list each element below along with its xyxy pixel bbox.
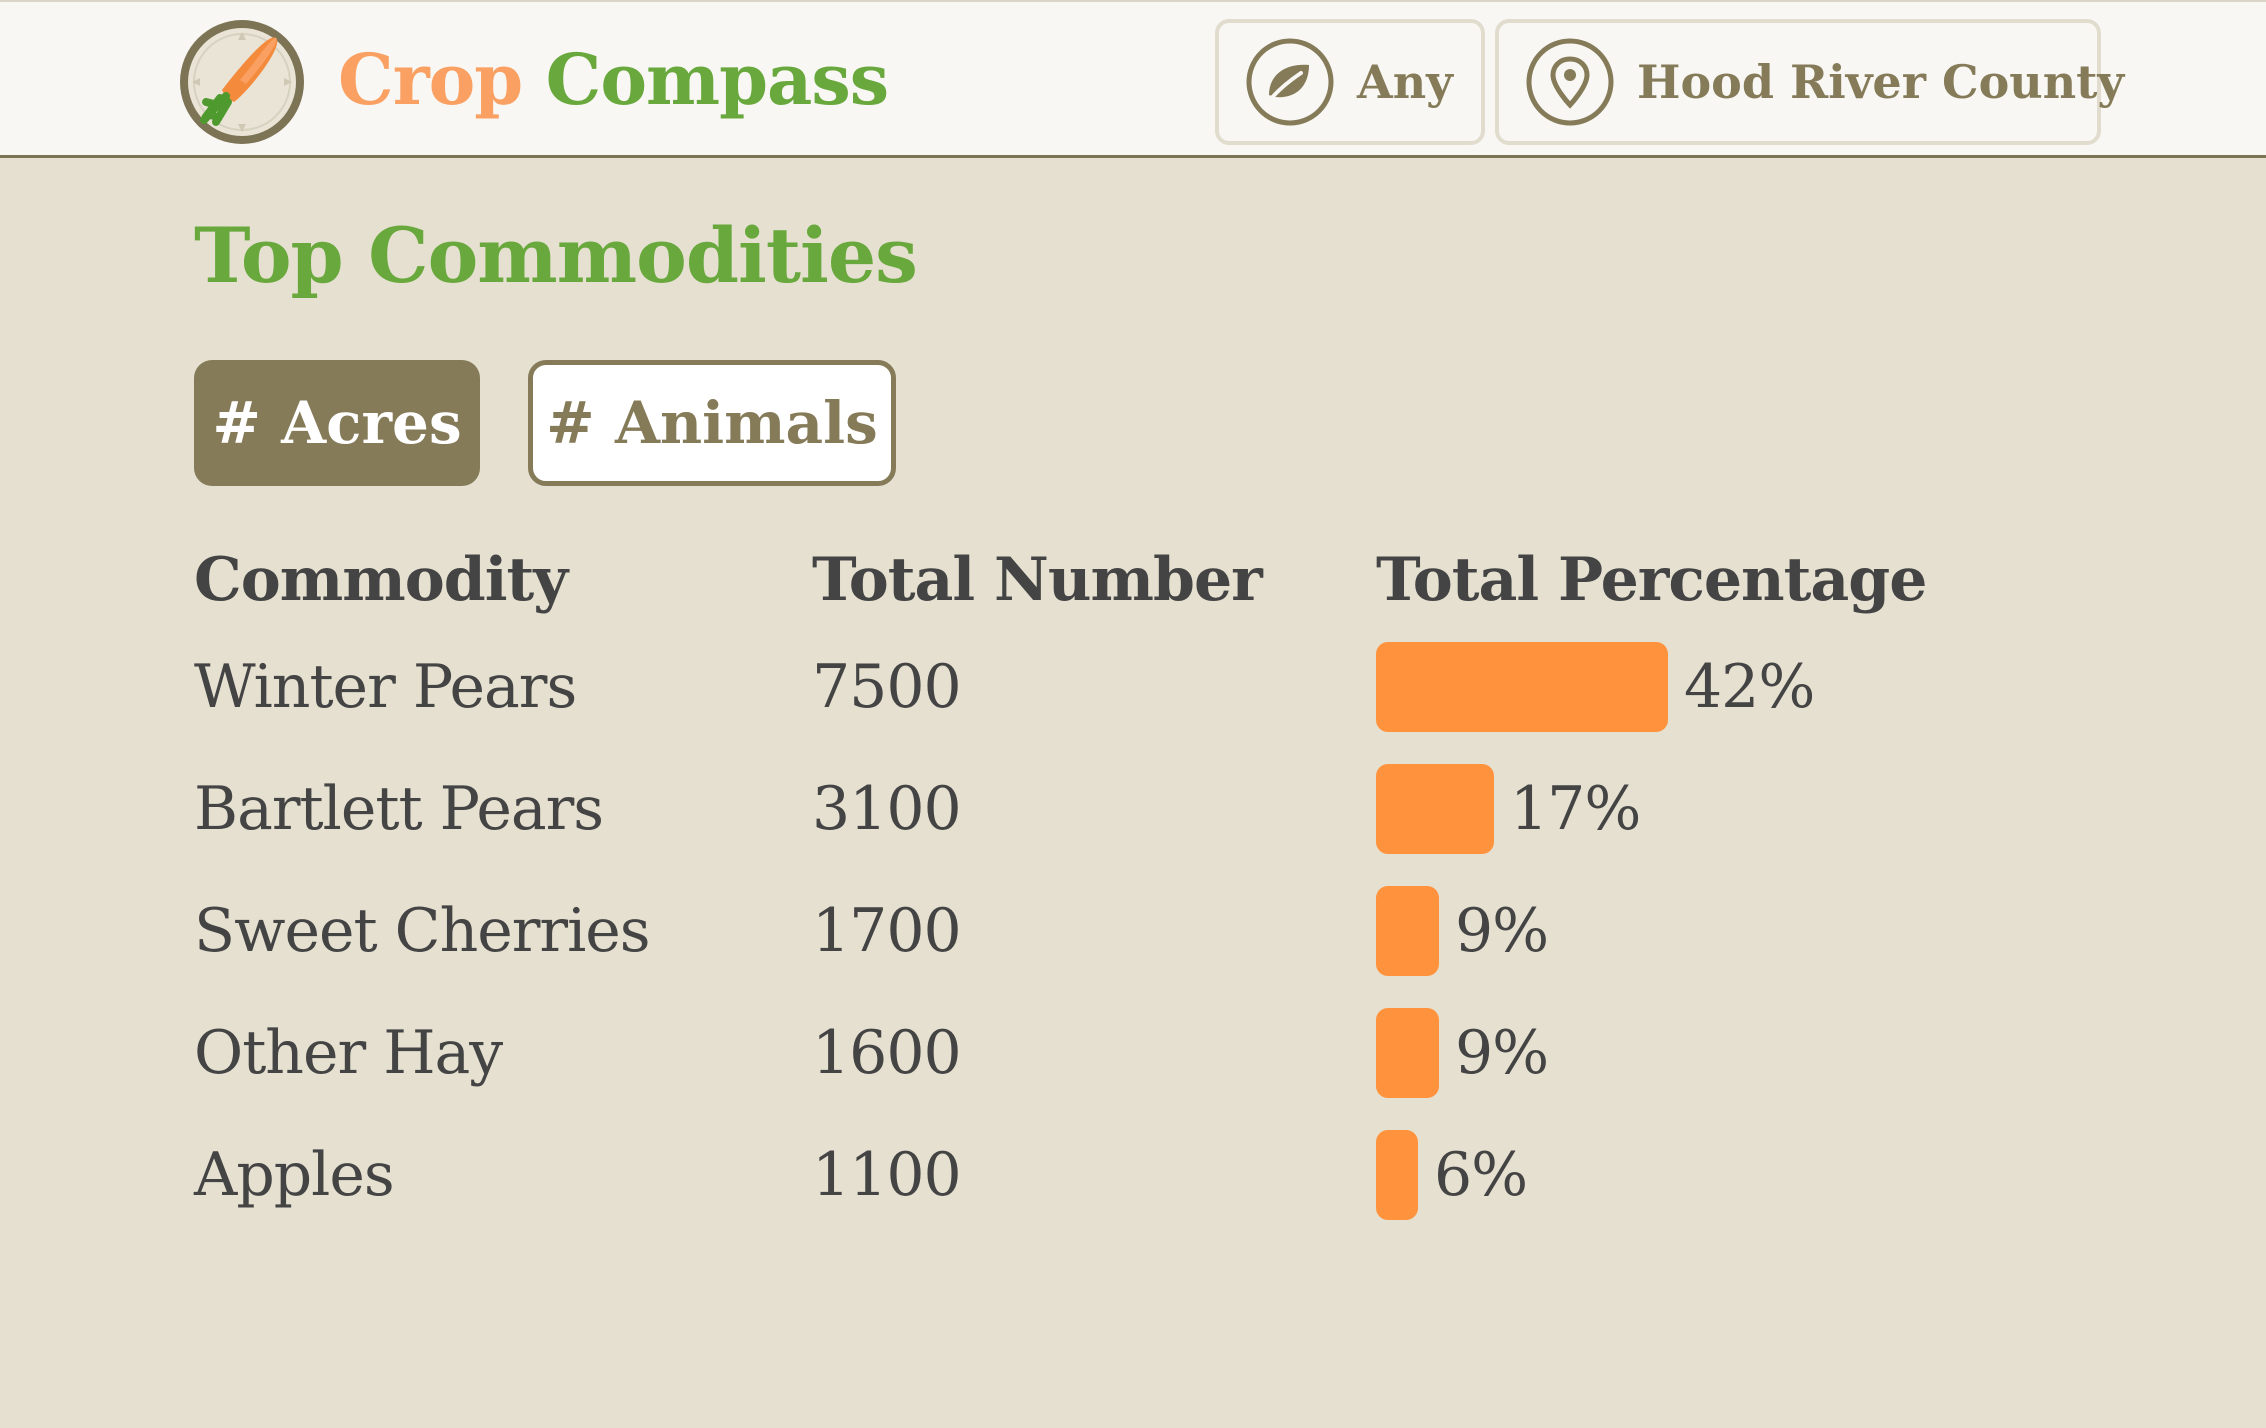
page-title: Top Commodities (194, 211, 918, 300)
commodity-total: 7500 (812, 652, 962, 722)
percentage-cell: 9% (1376, 998, 1549, 1108)
commodity-total: 1600 (812, 1018, 962, 1088)
percentage-bar (1376, 764, 1494, 854)
percentage-label: 42% (1684, 652, 1815, 722)
acres-toggle-button[interactable]: # Acres (194, 360, 480, 486)
map-pin-icon (1526, 38, 1614, 126)
table-row: Apples 1100 6% (0, 1120, 2266, 1230)
crop-filter-button[interactable]: Any (1215, 19, 1485, 145)
commodity-name: Winter Pears (194, 652, 577, 722)
table-row: Bartlett Pears 3100 17% (0, 754, 2266, 864)
percentage-cell: 6% (1376, 1120, 1528, 1230)
table-row: Winter Pears 7500 42% (0, 632, 2266, 742)
app-header: Crop Compass Any Hood River County (0, 0, 2266, 158)
percentage-cell: 9% (1376, 876, 1549, 986)
table-row: Other Hay 1600 9% (0, 998, 2266, 1108)
commodity-total: 1700 (812, 896, 962, 966)
leaf-icon (1246, 38, 1334, 126)
commodity-name: Apples (194, 1140, 395, 1210)
table-row: Sweet Cherries 1700 9% (0, 876, 2266, 986)
commodity-name: Bartlett Pears (194, 774, 604, 844)
location-filter-button[interactable]: Hood River County (1495, 19, 2124, 145)
percentage-bar (1376, 886, 1439, 976)
column-header-commodity: Commodity (194, 545, 568, 615)
percentage-cell: 17% (1376, 754, 1641, 864)
percentage-label: 17% (1510, 774, 1641, 844)
commodity-total: 1100 (812, 1140, 962, 1210)
column-header-total-number: Total Number (812, 545, 1263, 615)
commodity-name: Sweet Cherries (194, 896, 651, 966)
commodity-total: 3100 (812, 774, 962, 844)
brand-compass-text: Compass (545, 38, 890, 121)
percentage-bar (1376, 642, 1668, 732)
app-brand-title[interactable]: Crop Compass (338, 38, 890, 122)
percentage-label: 9% (1455, 1018, 1549, 1088)
percentage-cell: 42% (1376, 632, 1815, 742)
column-header-total-percentage: Total Percentage (1376, 545, 1927, 615)
percentage-bar (1376, 1008, 1439, 1098)
percentage-label: 6% (1434, 1140, 1528, 1210)
compass-carrot-logo-icon[interactable] (176, 16, 308, 148)
brand-crop-text: Crop (338, 38, 523, 121)
percentage-bar (1376, 1130, 1418, 1220)
location-filter-label: Hood River County (1637, 55, 2125, 109)
crop-filter-label: Any (1357, 55, 1453, 109)
animals-toggle-button[interactable]: # Animals (528, 360, 896, 486)
commodity-name: Other Hay (194, 1018, 503, 1088)
percentage-label: 9% (1455, 896, 1549, 966)
